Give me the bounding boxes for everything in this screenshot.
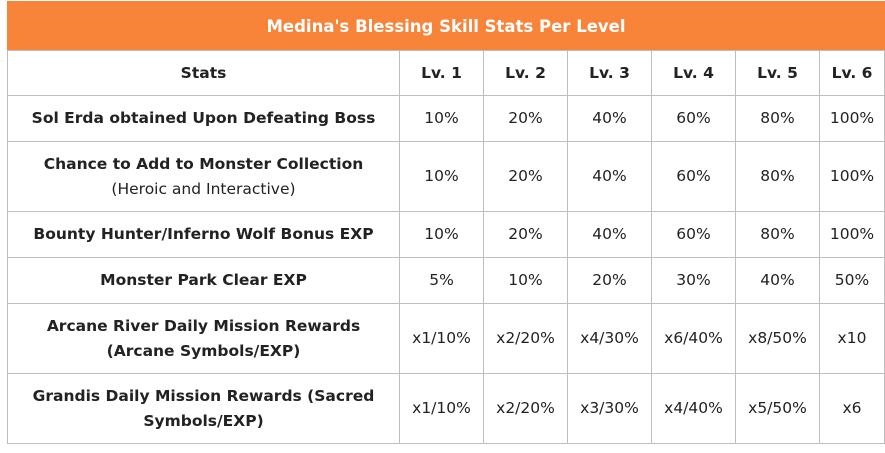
stat-label-note: (Heroic and Interactive)	[111, 179, 296, 198]
table-row: Monster Park Clear EXP 5% 10% 20% 30% 40…	[7, 257, 885, 304]
stat-label: Chance to Add to Monster Collection	[43, 154, 364, 173]
table-row: Grandis Daily Mission Rewards (Sacred Sy…	[7, 373, 885, 444]
table-row: Bounty Hunter/Inferno Wolf Bonus EXP 10%…	[7, 211, 885, 258]
value-cell-lv5: 40%	[735, 257, 820, 304]
column-header-lv5: Lv. 5	[735, 50, 820, 96]
value-cell-lv6: 100%	[818, 141, 885, 212]
column-header-lv1: Lv. 1	[399, 50, 484, 96]
stat-label-cell: Chance to Add to Monster Collection (Her…	[7, 141, 400, 212]
value-cell-lv3: 40%	[567, 141, 652, 212]
stat-label: Grandis Daily Mission Rewards (Sacred Sy…	[7, 373, 400, 444]
value-cell-lv1: 5%	[399, 257, 484, 304]
value-cell-lv5: 80%	[735, 141, 820, 212]
value-cell-lv4: 30%	[651, 257, 736, 304]
value-cell-lv1: 10%	[399, 211, 484, 258]
value-cell-lv1: x1/10%	[399, 303, 484, 374]
value-cell-lv6: x10	[818, 303, 885, 374]
column-header-lv2: Lv. 2	[483, 50, 568, 96]
value-cell-lv5: 80%	[735, 211, 820, 258]
table-row: Chance to Add to Monster Collection (Her…	[7, 141, 885, 212]
table-row: Arcane River Daily Mission Rewards (Arca…	[7, 303, 885, 374]
stat-label: Bounty Hunter/Inferno Wolf Bonus EXP	[7, 211, 400, 258]
value-cell-lv1: 10%	[399, 95, 484, 142]
column-header-lv4: Lv. 4	[651, 50, 736, 96]
column-header-lv3: Lv. 3	[567, 50, 652, 96]
value-cell-lv3: 20%	[567, 257, 652, 304]
value-cell-lv3: 40%	[567, 211, 652, 258]
table-title: Medina's Blessing Skill Stats Per Level	[6, 1, 885, 51]
value-cell-lv3: x4/30%	[567, 303, 652, 374]
value-cell-lv2: 10%	[483, 257, 568, 304]
value-cell-lv2: x2/20%	[483, 303, 568, 374]
value-cell-lv4: 60%	[651, 141, 736, 212]
value-cell-lv2: x2/20%	[483, 373, 568, 444]
column-header-lv6: Lv. 6	[818, 50, 885, 96]
stat-label: Sol Erda obtained Upon Defeating Boss	[7, 95, 400, 142]
skill-stats-table-container: Medina's Blessing Skill Stats Per Level …	[6, 1, 885, 444]
value-cell-lv4: 60%	[651, 211, 736, 258]
value-cell-lv6: 50%	[818, 257, 885, 304]
value-cell-lv1: x1/10%	[399, 373, 484, 444]
table-row: Sol Erda obtained Upon Defeating Boss 10…	[7, 95, 885, 142]
value-cell-lv5: x5/50%	[735, 373, 820, 444]
value-cell-lv2: 20%	[483, 141, 568, 212]
value-cell-lv2: 20%	[483, 95, 568, 142]
value-cell-lv6: x6	[818, 373, 885, 444]
skill-stats-table: Medina's Blessing Skill Stats Per Level …	[6, 1, 885, 444]
value-cell-lv2: 20%	[483, 211, 568, 258]
value-cell-lv4: x6/40%	[651, 303, 736, 374]
value-cell-lv5: 80%	[735, 95, 820, 142]
value-cell-lv5: x8/50%	[735, 303, 820, 374]
stat-label: Monster Park Clear EXP	[7, 257, 400, 304]
value-cell-lv6: 100%	[818, 211, 885, 258]
value-cell-lv1: 10%	[399, 141, 484, 212]
value-cell-lv4: 60%	[651, 95, 736, 142]
value-cell-lv3: x3/30%	[567, 373, 652, 444]
column-header-stats: Stats	[7, 50, 400, 96]
stat-label: Arcane River Daily Mission Rewards (Arca…	[7, 303, 400, 374]
value-cell-lv3: 40%	[567, 95, 652, 142]
header-row: Stats Lv. 1 Lv. 2 Lv. 3 Lv. 4 Lv. 5 Lv. …	[7, 50, 885, 96]
value-cell-lv6: 100%	[818, 95, 885, 142]
value-cell-lv4: x4/40%	[651, 373, 736, 444]
